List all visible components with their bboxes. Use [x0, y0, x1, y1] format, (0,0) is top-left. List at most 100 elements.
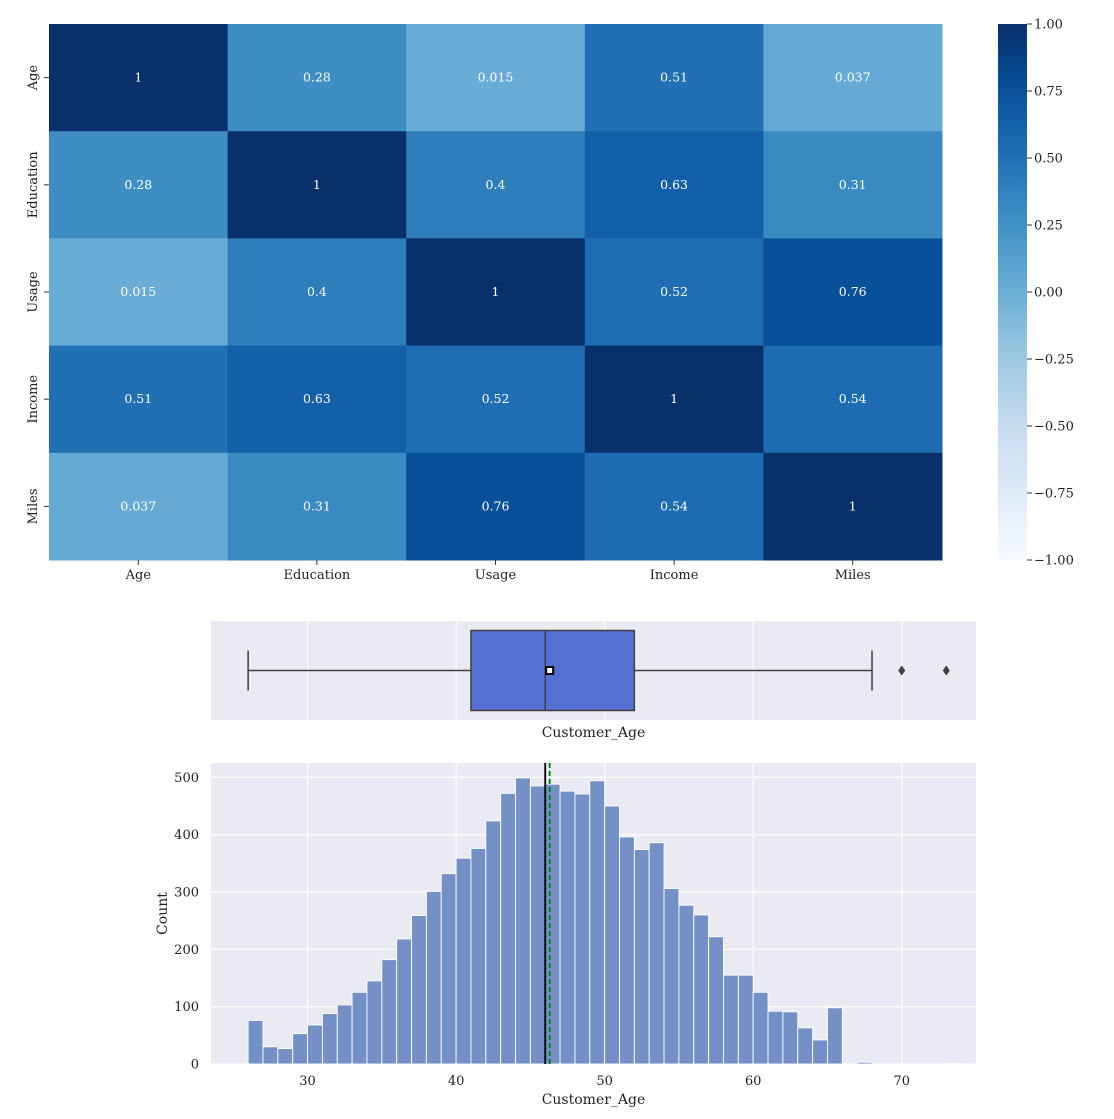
- heatmap-cell: [49, 452, 229, 561]
- x-tick-label: 60: [745, 1074, 762, 1089]
- colorbar-tick-label: 0.00: [1034, 286, 1063, 301]
- heatmap-cell: [49, 238, 229, 347]
- heatmap-cell-label: 0.52: [660, 284, 688, 299]
- histogram-bar: [678, 904, 695, 1065]
- heatmap-cell: [584, 131, 764, 239]
- histogram-bar: [648, 842, 665, 1065]
- histogram-bar: [529, 785, 546, 1065]
- heatmap-cell-label: 0.76: [839, 284, 867, 299]
- y-tick-label: 300: [174, 886, 199, 901]
- heatmap-cell-label: 0.52: [482, 391, 510, 406]
- histogram-bar: [381, 959, 398, 1065]
- histogram-bar: [708, 936, 724, 1065]
- x-tick-label: 40: [448, 1074, 465, 1089]
- histogram-bar: [604, 805, 620, 1065]
- heatmap-cell-label: 1: [670, 391, 678, 406]
- heatmap-cell: [406, 345, 586, 454]
- heatmap-cell-label: 0.76: [482, 498, 510, 513]
- heatmap-cell: [584, 238, 764, 347]
- histogram-bar: [544, 783, 561, 1065]
- histogram-bar: [619, 836, 635, 1065]
- histogram-bar: [737, 974, 754, 1065]
- heatmap-cell: [49, 24, 229, 132]
- customer-age-boxplot: Customer_Age: [211, 621, 976, 741]
- histogram-bar: [559, 790, 576, 1065]
- heatmap-cell: [49, 131, 229, 239]
- heatmap-cell-label: 0.015: [120, 284, 156, 299]
- heatmap-cell-label: 1: [313, 177, 321, 192]
- histogram-bar: [292, 1033, 309, 1065]
- y-tick-label: Education: [26, 151, 41, 218]
- heatmap-cell-label: 0.015: [478, 70, 514, 85]
- histogram-bar: [500, 792, 516, 1065]
- outlier-point: [942, 665, 950, 676]
- y-tick-label: 0: [191, 1058, 199, 1073]
- heatmap-cell-label: 0.51: [660, 70, 688, 85]
- x-tick-label: Usage: [475, 568, 517, 583]
- histogram-bar: [440, 873, 457, 1065]
- colorbar-tick-label: −0.25: [1034, 353, 1074, 368]
- heatmap-cell: [227, 131, 407, 239]
- heatmap-cell-label: 0.63: [303, 391, 331, 406]
- heatmap-cell: [227, 24, 407, 132]
- heatmap-cell: [763, 238, 943, 347]
- histogram-bar: [485, 820, 502, 1065]
- histogram-bar: [663, 888, 680, 1065]
- y-axis-label: Count: [155, 892, 171, 935]
- histogram-bar: [589, 780, 606, 1065]
- y-tick-label: Age: [26, 65, 41, 92]
- y-tick-label: 400: [174, 828, 199, 843]
- histogram-bar: [396, 938, 412, 1065]
- heatmap-cell: [227, 345, 407, 454]
- histogram-bar: [693, 914, 710, 1065]
- heatmap-cell-label: 0.51: [124, 391, 152, 406]
- histogram-bar: [827, 1007, 843, 1065]
- x-tick-label: 50: [596, 1074, 613, 1089]
- heatmap-cell: [227, 238, 407, 347]
- heatmap-cell: [763, 24, 943, 132]
- colorbar-tick-label: 0.50: [1034, 152, 1063, 167]
- y-tick-label: 100: [174, 1000, 199, 1015]
- histogram-bar: [321, 1013, 338, 1065]
- heatmap-cell: [584, 452, 764, 561]
- mean-marker: [545, 666, 555, 675]
- x-tick-label: 70: [893, 1074, 910, 1089]
- histogram-bar: [247, 1019, 264, 1065]
- histogram-bar: [336, 1004, 353, 1065]
- colorbar-tick-label: −0.50: [1034, 420, 1074, 435]
- histogram-bar: [752, 991, 769, 1065]
- heatmap-cell-label: 0.31: [839, 177, 867, 192]
- histogram-bar: [812, 1039, 828, 1065]
- colorbar-gradient: [998, 24, 1027, 560]
- heatmap-cell: [49, 345, 229, 454]
- heatmap-cell-label: 0.54: [839, 391, 867, 406]
- x-axis-label: Customer_Age: [542, 1092, 646, 1108]
- heatmap-cell-label: 0.31: [303, 498, 331, 513]
- y-tick-label: Income: [26, 375, 41, 424]
- colorbar-tick-label: −1.00: [1034, 554, 1074, 569]
- y-tick-label: Miles: [26, 488, 41, 524]
- heatmap-cell-label: 0.28: [303, 70, 331, 85]
- outlier-point: [898, 665, 906, 676]
- heatmap-cell: [227, 452, 407, 561]
- y-tick-label: Usage: [26, 271, 41, 313]
- histogram-bar: [366, 980, 383, 1065]
- histogram-bar: [470, 847, 487, 1065]
- heatmap-cell-label: 0.037: [835, 70, 871, 85]
- x-tick-label: 30: [299, 1074, 316, 1089]
- y-tick-label: 500: [174, 771, 199, 786]
- histogram-bar: [574, 793, 591, 1065]
- heatmap-cell: [584, 345, 764, 454]
- heatmap-cell-label: 0.4: [307, 284, 327, 299]
- heatmap-colorbar: 1.00 0.75 0.50 0.25 0.00 −0.25 −0.50 −0.75 −1.00: [998, 18, 1074, 569]
- heatmap-cell: [763, 345, 943, 454]
- heatmap-cell-label: 1: [134, 70, 142, 85]
- heatmap-cell-label: 0.037: [120, 498, 156, 513]
- heatmap-cell-label: 0.4: [486, 177, 506, 192]
- heatmap-cell: [406, 131, 586, 239]
- histogram-bar: [782, 1011, 799, 1065]
- histogram-bar: [262, 1046, 279, 1065]
- histogram-bar: [767, 1010, 784, 1065]
- histogram-bar: [455, 857, 472, 1065]
